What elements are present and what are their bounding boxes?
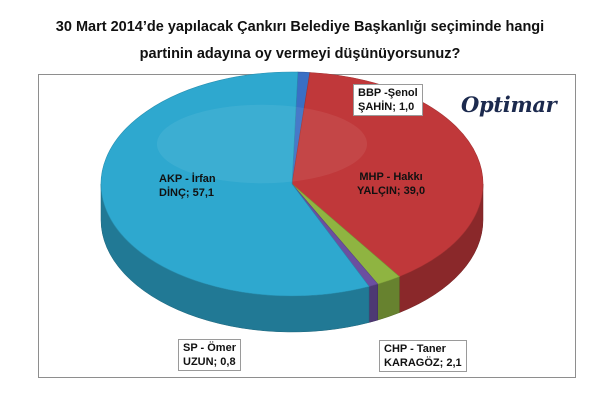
data-label-mhp: MHP - Hakkı YALÇIN; 39,0 <box>357 170 425 198</box>
data-label-bbp: BBP -Şenol ŞAHİN; 1,0 <box>353 84 423 116</box>
data-label-akp: AKP - İrfan DİNÇ; 57,1 <box>159 172 216 200</box>
optimar-logo: Optimar <box>461 92 557 117</box>
data-label-sp: SP - Ömer UZUN; 0,8 <box>178 339 241 371</box>
data-label-sp-line-2: UZUN; 0,8 <box>183 356 236 368</box>
pie-slice-akp <box>100 71 370 297</box>
data-label-akp-line-2: DİNÇ; 57,1 <box>159 187 215 199</box>
data-label-bbp-line-1: BBP -Şenol <box>358 87 418 99</box>
pie-top-faces <box>100 71 484 297</box>
pie-highlight <box>156 104 368 184</box>
data-label-chp-line-1: CHP - Taner <box>384 343 446 355</box>
chart-title-line-1: 30 Mart 2014’de yapılacak Çankırı Beledi… <box>55 19 545 35</box>
data-label-mhp-line-2: YALÇIN; 39,0 <box>357 185 426 197</box>
pie-slice-mhp <box>291 72 484 277</box>
chart-title: 30 Mart 2014’de yapılacak Çankırı Beledi… <box>20 14 580 68</box>
data-label-chp-line-2: KARAGÖZ; 2,1 <box>384 357 462 369</box>
data-label-mhp-line-1: MHP - Hakkı <box>359 171 423 183</box>
pie-side-sp <box>368 283 378 323</box>
data-label-chp: CHP - Taner KARAGÖZ; 2,1 <box>379 340 467 372</box>
data-label-sp-line-1: SP - Ömer <box>183 342 236 354</box>
chart-title-line-2: partinin adayına oy vermeyi düşünüyorsun… <box>139 46 461 62</box>
data-label-akp-line-1: AKP - İrfan <box>159 173 216 185</box>
data-label-bbp-line-2: ŞAHİN; 1,0 <box>358 101 415 113</box>
